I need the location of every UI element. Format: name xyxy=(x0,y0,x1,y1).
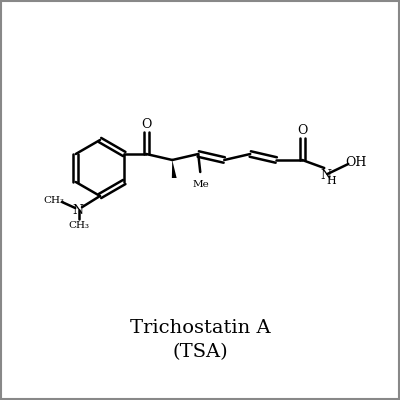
Text: N: N xyxy=(72,204,84,216)
Text: O: O xyxy=(141,118,152,131)
Text: CH₃: CH₃ xyxy=(69,222,90,230)
Polygon shape xyxy=(172,160,177,178)
Text: H: H xyxy=(326,176,336,186)
Text: N: N xyxy=(321,169,332,182)
Text: OH: OH xyxy=(346,156,367,168)
Text: Me: Me xyxy=(193,180,210,189)
Text: (TSA): (TSA) xyxy=(172,343,228,361)
Text: CH₃: CH₃ xyxy=(44,196,64,205)
Text: Trichostatin A: Trichostatin A xyxy=(130,319,270,337)
Text: O: O xyxy=(297,124,308,137)
